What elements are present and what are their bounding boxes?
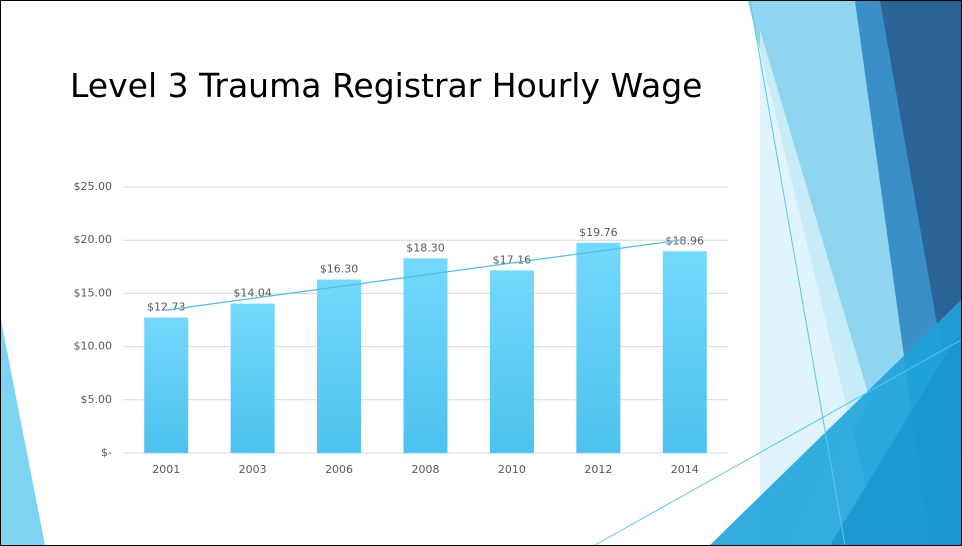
bar (404, 258, 448, 453)
slide: Level 3 Trauma Registrar Hourly Wage $- $… (0, 0, 962, 546)
value-label: $19.76 (579, 226, 618, 239)
value-label: $12.73 (147, 301, 186, 314)
bar (663, 251, 707, 453)
x-tick-label: 2014 (671, 463, 699, 476)
y-tick-label: $5.00 (81, 393, 113, 406)
y-tick-label: $15.00 (74, 286, 113, 299)
chart-title: Level 3 Trauma Registrar Hourly Wage (70, 66, 702, 105)
bar (490, 270, 534, 453)
y-tick-label: $- (101, 446, 112, 459)
bar (576, 243, 620, 453)
x-tick-label: 2010 (498, 463, 526, 476)
value-label: $14.04 (233, 287, 272, 300)
bar (144, 318, 188, 453)
x-tick-label: 2001 (152, 463, 180, 476)
bar (317, 280, 361, 453)
y-tick-label: $25.00 (74, 180, 113, 193)
x-tick-label: 2008 (412, 463, 440, 476)
x-tick-label: 2003 (239, 463, 267, 476)
y-tick-label: $10.00 (74, 340, 113, 353)
bar (231, 304, 275, 453)
value-label: $18.30 (406, 241, 445, 254)
x-tick-label: 2012 (584, 463, 612, 476)
x-tick-label: 2006 (325, 463, 353, 476)
y-tick-label: $20.00 (74, 233, 113, 246)
value-label: $16.30 (320, 263, 359, 276)
